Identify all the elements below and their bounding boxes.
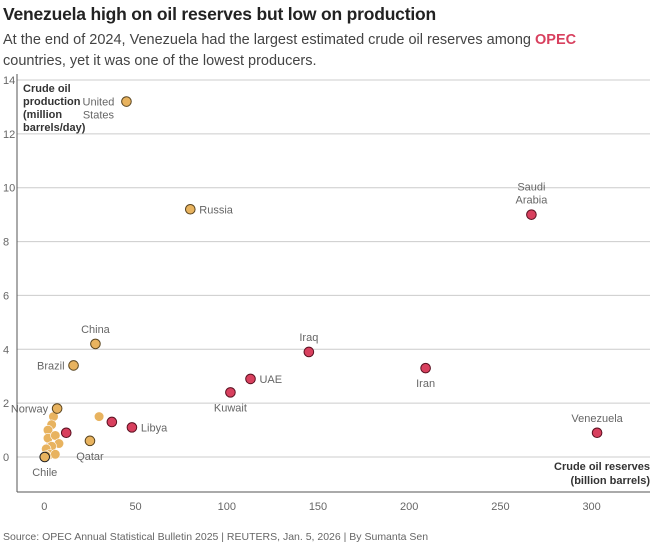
point-norway <box>51 403 63 414</box>
point-label-iran-1: Iran <box>416 378 435 390</box>
y-axis-title-line-2: production <box>23 96 81 108</box>
point-libya <box>126 422 138 433</box>
y-axis-title-line-3: (million <box>23 109 62 121</box>
x-axis-title-line-2: (billion barrels) <box>571 475 650 487</box>
point-qatar <box>84 435 96 447</box>
x-tick-label-300: 300 <box>582 501 600 513</box>
subtitle-text-end: countries, yet it was one of the lowest … <box>3 53 317 69</box>
point-label-venezuela-1: Venezuela <box>571 413 623 425</box>
y-tick-label-2: 2 <box>3 398 9 410</box>
point-iraq <box>303 346 315 358</box>
y-axis-title-line-1: Crude oil <box>23 83 71 95</box>
point-chile <box>39 451 51 463</box>
point-label-libya-1: Libya <box>141 422 168 434</box>
chart-subtitle: At the end of 2024, Venezuela had the la… <box>3 30 633 72</box>
point-brazil <box>68 360 79 371</box>
x-tick-label-0: 0 <box>41 501 47 513</box>
point-russia <box>184 203 196 215</box>
point-label-uae-1: UAE <box>259 374 282 386</box>
point-label-kuwait-1: Kuwait <box>214 402 247 414</box>
y-axis-title-line-4: barrels/day) <box>23 122 86 134</box>
x-tick-label-100: 100 <box>218 501 236 513</box>
y-tick-label-8: 8 <box>3 237 9 249</box>
x-tick-label-50: 50 <box>129 501 141 513</box>
point-iran <box>420 362 431 374</box>
y-tick-label-12: 12 <box>3 129 15 141</box>
chart-title: Venezuela high on oil reserves but low o… <box>3 4 436 24</box>
point-china <box>90 338 101 350</box>
y-tick-label-10: 10 <box>3 183 15 195</box>
y-tick-label-0: 0 <box>3 452 9 464</box>
x-tick-label-150: 150 <box>309 501 327 513</box>
subtitle-opec-highlight: OPEC <box>535 32 577 48</box>
point-label-brazil-1: Brazil <box>37 360 65 372</box>
y-tick-label-6: 6 <box>3 290 9 302</box>
y-tick-label-14: 14 <box>3 75 15 87</box>
point-kuwait <box>225 387 236 398</box>
x-tick-label-250: 250 <box>491 501 509 513</box>
point-opec-1 <box>60 427 72 439</box>
source-note: Source: OPEC Annual Statistical Bulletin… <box>3 531 429 543</box>
point-label-saudi-arabia-1: Saudi <box>517 182 545 194</box>
point-opec-0 <box>106 416 118 428</box>
point-label-china-1: China <box>81 324 111 336</box>
point-united-states <box>121 96 132 107</box>
subtitle-text-start: At the end of 2024, Venezuela had the la… <box>3 32 536 48</box>
y-tick-label-4: 4 <box>3 344 9 356</box>
point-saudi-arabia <box>526 209 537 220</box>
point-non-opec-14 <box>50 449 61 460</box>
point-venezuela <box>591 427 603 439</box>
point-label-united-states-1: United <box>83 97 115 109</box>
point-label-russia-1: Russia <box>199 204 234 216</box>
point-label-chile-1: Chile <box>32 467 57 479</box>
point-label-norway-1: Norway <box>11 404 49 416</box>
point-uae <box>245 373 256 385</box>
point-label-saudi-arabia-2: Arabia <box>516 195 549 207</box>
point-label-qatar-1: Qatar <box>76 451 104 463</box>
point-label-iraq-1: Iraq <box>299 332 318 344</box>
x-axis-title-line-1: Crude oil reserves <box>554 461 650 473</box>
x-tick-label-200: 200 <box>400 501 418 513</box>
point-label-united-states-2: States <box>83 110 115 122</box>
scatter-chart: 0 2 4 6 8 10 12 14 0 50 100 150 200 250 300 Crude oilpr… <box>3 74 650 513</box>
point-non-opec-4 <box>93 411 105 422</box>
